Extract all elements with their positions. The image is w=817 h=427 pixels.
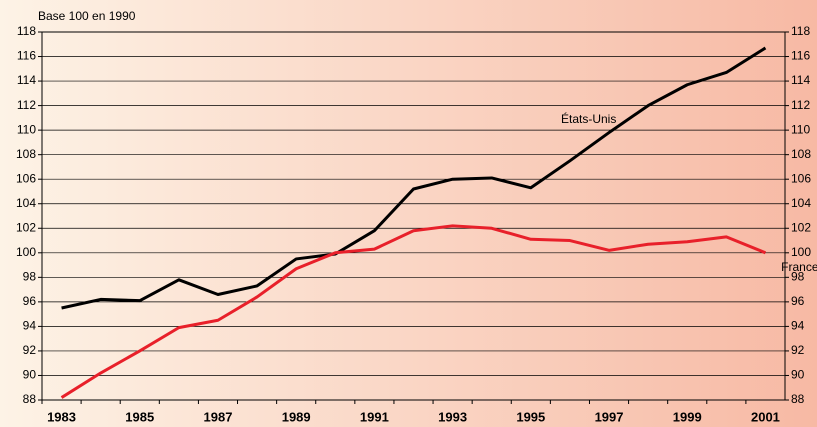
y-tick-label: 108 bbox=[16, 147, 36, 161]
y2-tick-label: 114 bbox=[791, 73, 810, 87]
x-tick-label: 1999 bbox=[673, 409, 702, 424]
x-tick-label: 1987 bbox=[204, 409, 233, 424]
y-tick-label: 88 bbox=[23, 392, 37, 406]
y2-tick-label: 88 bbox=[791, 392, 805, 406]
y2-tick-label: 116 bbox=[791, 49, 810, 63]
line-series bbox=[61, 46, 767, 310]
chart-subtitle: Base 100 en 1990 bbox=[38, 9, 136, 23]
x-tick-label: 1983 bbox=[47, 409, 76, 424]
y2-tick-label: 92 bbox=[791, 343, 805, 357]
y2-tick-label: 90 bbox=[791, 368, 805, 382]
y2-tick-label: 108 bbox=[791, 147, 811, 161]
y-tick-label: 118 bbox=[17, 24, 36, 38]
line-series bbox=[60, 224, 767, 399]
y-tick-label: 96 bbox=[23, 294, 37, 308]
y-tick-label: 92 bbox=[23, 343, 37, 357]
y2-tick-label: 106 bbox=[791, 171, 811, 185]
y2-tick-label: 100 bbox=[791, 245, 811, 259]
y-tick-label: 94 bbox=[23, 319, 37, 333]
y2-tick-label: 94 bbox=[791, 319, 805, 333]
y-tick-label: 116 bbox=[17, 49, 36, 63]
x-tick-label: 1995 bbox=[516, 409, 545, 424]
x-tick-label: 1985 bbox=[125, 409, 154, 424]
x-tick-label: 1997 bbox=[595, 409, 624, 424]
x-tick-label: 1989 bbox=[282, 409, 311, 424]
series-label: États-Unis bbox=[561, 111, 616, 126]
plot-border bbox=[41, 31, 786, 401]
x-tick-label: 1993 bbox=[438, 409, 467, 424]
x-tick-label: 1991 bbox=[360, 409, 389, 424]
y2-tick-label: 104 bbox=[791, 196, 811, 210]
y-tick-label: 112 bbox=[17, 98, 36, 112]
y2-tick-label: 96 bbox=[791, 294, 805, 308]
y-tick-label: 90 bbox=[23, 368, 37, 382]
y2-tick-label: 112 bbox=[791, 98, 810, 112]
y-tick-label: 102 bbox=[16, 220, 36, 234]
y2-tick-label: 98 bbox=[791, 270, 805, 284]
y-tick-label: 104 bbox=[16, 196, 36, 210]
y2-tick-label: 110 bbox=[791, 122, 810, 136]
y-tick-label: 110 bbox=[17, 122, 36, 136]
y-tick-label: 100 bbox=[16, 245, 36, 259]
y-tick-label: 106 bbox=[16, 171, 36, 185]
y-tick-label: 114 bbox=[17, 73, 36, 87]
y2-tick-label: 118 bbox=[791, 24, 810, 38]
series-label: France bbox=[781, 260, 817, 274]
x-tick-label: 2001 bbox=[751, 409, 780, 424]
y-tick-label: 98 bbox=[23, 270, 37, 284]
y2-tick-label: 102 bbox=[791, 220, 811, 234]
